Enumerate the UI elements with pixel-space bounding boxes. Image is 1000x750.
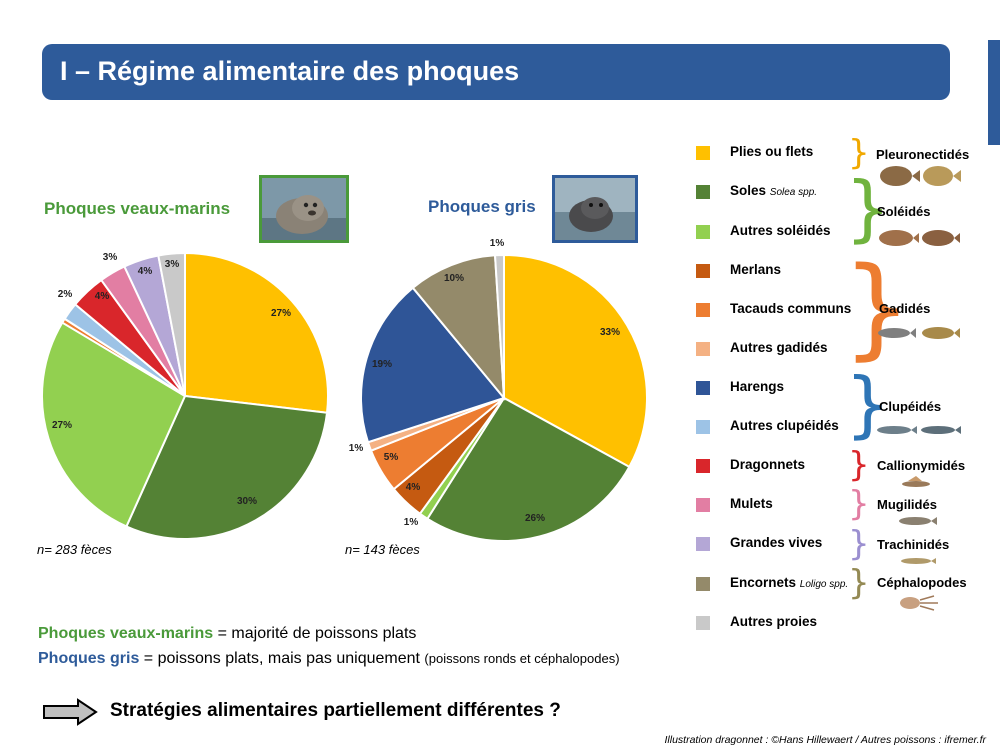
legend-swatch <box>696 303 710 317</box>
pie-data-label: 1% <box>404 517 419 528</box>
pie-slice <box>41 321 187 528</box>
grey-seal-photo <box>552 175 638 243</box>
right-arrow-icon <box>43 698 98 726</box>
dragonet-icon <box>902 476 930 487</box>
pie-slice <box>411 254 506 402</box>
flatfish-icon <box>880 166 961 186</box>
weever-icon <box>901 558 936 564</box>
gadid-fish-icon <box>878 327 960 339</box>
herring-icon <box>877 426 961 434</box>
summary-line-1: Phoques veaux-marins = majorité de poiss… <box>38 625 416 643</box>
image-credits: Illustration dragonnet : ©Hans Hillewaer… <box>664 734 986 746</box>
summary-gris-note: (poissons ronds et céphalopodes) <box>424 651 620 666</box>
pie-slice <box>493 253 505 399</box>
family-cephalopodes: Céphalopodes <box>877 575 967 590</box>
brace-cephalopodes: } <box>848 563 870 603</box>
legend-swatch <box>696 146 710 160</box>
pie-data-label: 3% <box>165 259 180 270</box>
pie-slice <box>425 396 631 542</box>
legend-label: Dragonnets <box>730 457 806 472</box>
legend-label: Autres proies <box>730 614 818 629</box>
brace-callionymides: } <box>848 445 870 485</box>
family-soleides: Soléidés <box>877 204 931 219</box>
legend-label: Plies ou flets <box>730 144 814 159</box>
legend-swatch <box>696 225 710 239</box>
pie-data-label: 30% <box>237 496 257 507</box>
pie-data-label: 19% <box>372 359 392 370</box>
pie-chart-veaux-marins: 27% 30% 27% 2% 4% 3% 4% 3% <box>41 251 329 540</box>
pie-data-label: 3% <box>103 252 118 263</box>
legend-swatch <box>696 577 710 591</box>
legend-swatch <box>696 498 710 512</box>
pie-data-label: 10% <box>444 273 464 284</box>
pie-slice <box>157 251 186 397</box>
legend-label: Soles Solea spp. <box>730 183 818 198</box>
family-pleuronectides: Pleuronectidés <box>876 147 970 162</box>
legend-label-species: Solea spp. <box>769 187 818 198</box>
legend-swatch <box>696 342 710 356</box>
legend-label: Autres gadidés <box>730 340 828 355</box>
pie-data-label: 33% <box>600 327 620 338</box>
sample-size-gris: n= 143 fèces <box>345 542 420 557</box>
legend-swatch <box>696 420 710 434</box>
chart-title-veaux-marins: Phoques veaux-marins <box>44 199 231 218</box>
mullet-icon <box>899 517 937 525</box>
summary-gris-text: = poissons plats, mais pas uniquement <box>139 650 425 667</box>
legend-label: Tacauds communs <box>730 301 852 316</box>
pie-data-label: 1% <box>490 238 505 249</box>
title-bar: I – Régime alimentaire des phoques <box>42 44 950 100</box>
sample-size-veaux-marins: n= 283 fèces <box>37 542 112 557</box>
legend-label: Grandes vives <box>730 535 823 550</box>
page-title: I – Régime alimentaire des phoques <box>60 56 520 86</box>
legend-swatch <box>696 537 710 551</box>
pie-data-label: 4% <box>406 482 421 493</box>
harbour-seal-photo <box>259 175 349 243</box>
pie-slice <box>360 286 506 444</box>
family-clupeides: Clupéidés <box>879 399 942 414</box>
legend-label: Encornets Loligo spp. <box>730 575 849 590</box>
chart-title-gris: Phoques gris <box>428 197 536 216</box>
pie-data-label: 1% <box>349 443 364 454</box>
legend-label-species: Loligo spp. <box>799 579 849 590</box>
family-callionymides: Callionymidés <box>877 458 966 473</box>
brace-mugilides: } <box>848 484 870 524</box>
brace-soleides: } <box>845 166 891 250</box>
summary-veaux-marins-text: = majorité de poissons plats <box>213 625 417 642</box>
pie-data-label: 27% <box>52 420 72 431</box>
family-mugilides: Mugilidés <box>877 497 937 512</box>
legend-label: Harengs <box>730 379 785 394</box>
legend-label: Mulets <box>730 496 773 511</box>
summary-gris-label: Phoques gris <box>38 650 140 667</box>
legend-swatch <box>696 459 710 473</box>
conclusion-question: Stratégies alimentaires partiellement di… <box>110 700 561 721</box>
legend-label: Autres clupéidés <box>730 418 839 433</box>
brace-trachinides: } <box>848 524 870 564</box>
brace-gadides: } <box>842 243 912 371</box>
legend-swatch <box>696 381 710 395</box>
sole-icon <box>879 230 960 246</box>
family-trachinides: Trachinidés <box>877 537 950 552</box>
legend-label: Autres soléidés <box>730 223 831 238</box>
legend-swatch <box>696 616 710 630</box>
family-gadides: Gadidés <box>879 301 931 316</box>
pie-data-label: 4% <box>138 266 153 277</box>
legend-label: Merlans <box>730 262 782 277</box>
summary-line-2: Phoques gris = poissons plats, mais pas … <box>38 650 620 668</box>
pie-data-label: 2% <box>58 289 73 300</box>
legend-swatch <box>696 185 710 199</box>
pie-data-label: 26% <box>525 513 545 524</box>
side-accent-bar <box>988 40 1000 145</box>
pie-data-label: 4% <box>95 291 110 302</box>
brace-pleuronectides: } <box>848 133 870 173</box>
legend-swatch <box>696 264 710 278</box>
squid-icon <box>900 595 938 611</box>
summary-veaux-marins-label: Phoques veaux-marins <box>38 625 214 642</box>
pie-data-label: 5% <box>384 452 399 463</box>
pie-slice <box>125 394 329 540</box>
pie-slice <box>503 253 648 469</box>
pie-chart-gris: 33% 26% 1% 4% 5% 1% 19% 10% 1% <box>349 238 648 542</box>
pie-data-label: 27% <box>271 308 291 319</box>
pie-slice <box>184 251 329 414</box>
